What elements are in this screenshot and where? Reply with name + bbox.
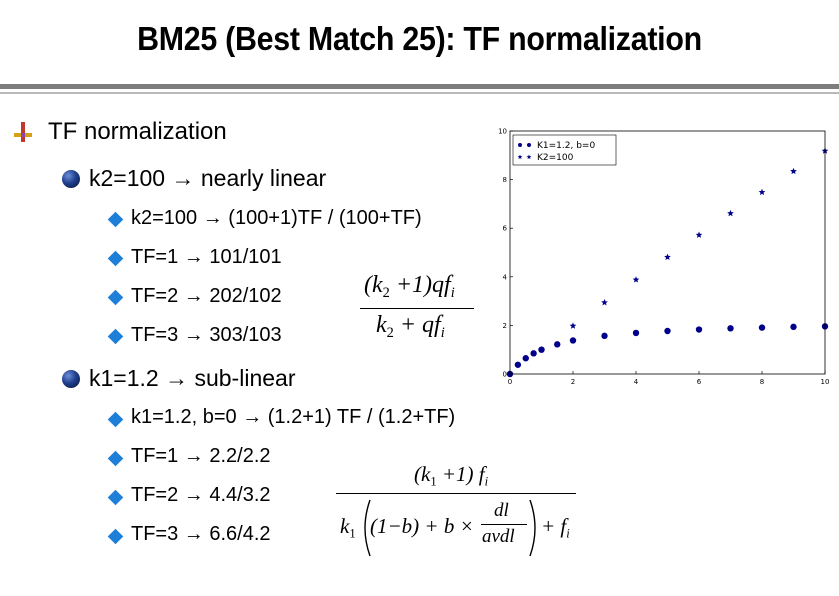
diamond-bullet-icon: [107, 328, 124, 345]
diamond-bullet-icon: [107, 528, 124, 545]
data-point: [758, 188, 766, 196]
sub-bullet-k2: k2=100 → nearly linear: [89, 165, 327, 191]
item-k1-tf1: TF=1 → 2.2/2.2: [131, 445, 271, 467]
data-point: [695, 326, 703, 333]
legend-marker: [517, 154, 523, 160]
formula-k2-denominator: k2 + qfi: [376, 312, 445, 342]
formula-k2-numerator: (k2 +1)qfi: [364, 272, 455, 302]
y-tick-label: 2: [503, 322, 507, 330]
data-point: [727, 325, 734, 332]
data-point: [632, 276, 640, 283]
data-point: [695, 231, 703, 238]
ball-bullet-icon: [62, 370, 80, 388]
data-point: [530, 350, 537, 357]
formula-dl-bar: [481, 524, 527, 526]
tf-normalization-chart: 0 2 4 6 8 10 0 2 4 6 8 10 K1=1.2, b=0 K2=100: [490, 126, 835, 396]
y-tick-label: 0: [503, 371, 507, 379]
data-point: [790, 167, 797, 175]
legend-label: K2=100: [537, 153, 574, 163]
data-point: [569, 337, 577, 344]
diamond-bullet-icon: [107, 250, 124, 267]
item-k2-tf2: TF=2 → 202/102: [131, 285, 282, 307]
formula-bm25-inner: (1−b) + b ×: [370, 514, 474, 538]
data-point: [538, 346, 545, 353]
data-point: [664, 253, 671, 260]
item-k2-tf1: TF=1 → 101/101: [131, 246, 282, 268]
chart-plot-area: [506, 147, 829, 378]
data-point: [790, 323, 797, 331]
chart-background: [490, 126, 835, 396]
data-point: [522, 355, 529, 362]
x-tick-label: 4: [634, 378, 639, 386]
data-point: [569, 322, 577, 329]
formula-bm25-tf: (k1 +1) fi k1 (1−b) + b × dl avdl + fi: [336, 462, 581, 562]
diamond-bullet-icon: [107, 450, 124, 467]
formula-bm25-numerator: (k1 +1) fi: [414, 462, 489, 489]
item-k2-formula: k2=100 → (100+1)TF / (100+TF): [131, 207, 422, 229]
formula-k2-tf: (k2 +1)qfi k2 + qfi: [360, 272, 480, 352]
formula-k2-bar: [360, 308, 474, 310]
formula-bm25-bar: [336, 493, 576, 495]
item-k1-tf3: TF=3 → 6.6/4.2: [131, 523, 271, 545]
title-divider-thin: [0, 92, 839, 94]
data-point: [664, 327, 671, 335]
y-tick-label: 8: [503, 176, 507, 184]
item-k2-tf3: TF=3 → 303/103: [131, 324, 282, 346]
chart-ticks: 0 2 4 6 8 10 0 2 4 6 8 10: [498, 128, 829, 387]
legend-marker: [526, 154, 532, 160]
chart-legend: K1=1.2, b=0 K2=100: [512, 134, 617, 166]
legend-box: [512, 134, 617, 166]
data-point: [554, 341, 561, 348]
x-tick-label: 10: [821, 378, 830, 386]
legend-marker: [518, 143, 522, 147]
legend-marker: [527, 143, 531, 147]
diamond-bullet-icon: [107, 211, 124, 228]
x-tick-label: 6: [697, 378, 702, 386]
title-divider: [0, 84, 839, 89]
formula-avdl: avdl: [482, 526, 515, 547]
cross-bullet-icon: [14, 122, 32, 142]
legend-label: K1=1.2, b=0: [537, 141, 595, 151]
chart-frame: [509, 130, 826, 375]
item-k1-tf2: TF=2 → 4.4/3.2: [131, 484, 271, 506]
diamond-bullet-icon: [107, 289, 124, 306]
data-point: [601, 332, 608, 340]
formula-dl: dl: [494, 500, 509, 521]
data-point: [601, 299, 608, 306]
x-tick-label: 0: [508, 378, 512, 386]
data-point: [632, 329, 640, 337]
slide-title: BM25 (Best Match 25): TF normalization: [137, 20, 702, 57]
y-tick-label: 6: [503, 225, 508, 233]
diamond-bullet-icon: [107, 411, 124, 428]
data-point: [758, 324, 766, 331]
left-paren-icon: [364, 499, 371, 557]
formula-bm25-tail: + fi: [541, 514, 570, 541]
item-k1-formula: k1=1.2, b=0 → (1.2+1) TF / (1.2+TF): [131, 406, 456, 428]
formula-bm25-k1: k1: [340, 514, 356, 541]
diamond-bullet-icon: [107, 489, 124, 506]
bullet-tf-normalization: TF normalization: [48, 118, 227, 145]
data-point: [514, 361, 522, 368]
x-tick-label: 8: [760, 378, 764, 386]
data-point: [727, 209, 734, 217]
x-tick-label: 2: [571, 378, 575, 386]
right-paren-icon: [529, 499, 536, 557]
sub-bullet-k1: k1=1.2 → sub-linear: [89, 365, 296, 391]
y-tick-label: 4: [503, 273, 508, 281]
y-tick-label: 10: [498, 128, 507, 136]
ball-bullet-icon: [62, 170, 80, 188]
series-1: [506, 323, 829, 378]
